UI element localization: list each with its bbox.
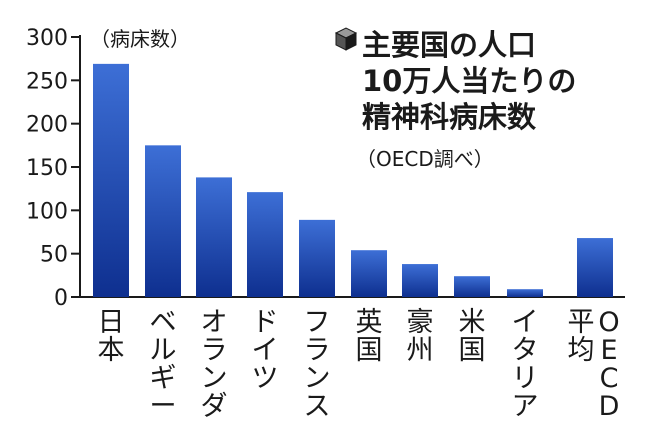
category-label-char: フ <box>304 307 331 338</box>
category-label-char: ツ <box>252 363 279 394</box>
category-label: OECD 平均 <box>568 307 620 422</box>
source-note: （OECD調べ） <box>356 147 494 171</box>
y-tick-label: 50 <box>40 243 68 268</box>
bar <box>196 177 232 297</box>
category-label-char: 国 <box>459 335 486 366</box>
y-tick-label: 200 <box>26 113 68 138</box>
category-label-char: ア <box>512 391 539 422</box>
category-label: ドイツ <box>252 307 279 394</box>
bar <box>577 238 613 297</box>
bar <box>247 192 283 297</box>
category-label-char: ン <box>304 363 331 394</box>
category-label-char: ラ <box>201 335 228 366</box>
y-tick-label: 300 <box>26 26 68 51</box>
category-label: 英国 <box>356 307 383 366</box>
category-label-char: 国 <box>356 335 383 366</box>
category-label-char: オ <box>201 307 228 338</box>
category-label-char: ラ <box>304 335 331 366</box>
category-label-char: 米 <box>459 307 486 338</box>
category-label-char: D <box>599 391 620 422</box>
y-tick-label: 250 <box>26 69 68 94</box>
bar <box>454 276 490 297</box>
category-label-char: イ <box>512 307 539 338</box>
bar <box>145 145 181 297</box>
bar <box>299 219 335 297</box>
category-label-char: E <box>600 335 617 366</box>
category-label: 米国 <box>459 307 486 366</box>
y-tick-label: 0 <box>54 286 68 311</box>
chart-title-line: 10万人当たりの <box>362 64 576 98</box>
bar <box>402 264 438 297</box>
chart-title-line: 精神科病床数 <box>362 100 537 134</box>
category-label-char: イ <box>252 335 279 366</box>
category-label-char: 日 <box>98 307 125 338</box>
category-label-char: ー <box>150 391 177 422</box>
y-tick-label: 150 <box>26 156 68 181</box>
category-label-char: ル <box>150 335 177 366</box>
category-label-char: 平 <box>568 307 595 338</box>
category-label-char: ス <box>304 391 331 422</box>
category-label-char: 均 <box>568 335 595 366</box>
category-label-char: 州 <box>407 335 434 366</box>
y-tick-label: 100 <box>26 199 68 224</box>
y-unit-label: （病床数） <box>90 27 190 51</box>
category-label-char: 本 <box>98 335 125 366</box>
category-label-char: 英 <box>356 307 383 338</box>
category-label: 日本 <box>98 307 125 366</box>
category-label: 豪州 <box>407 307 434 366</box>
bar <box>351 250 387 297</box>
category-label-char: ダ <box>201 391 228 422</box>
category-label-char: ベ <box>150 307 177 338</box>
category-label-char: O <box>598 307 619 338</box>
category-label-char: C <box>600 363 619 394</box>
category-label-char: ド <box>252 307 279 338</box>
bar <box>93 63 129 297</box>
category-label-char: ン <box>201 363 228 394</box>
chart-title-line: 主要国の人口 <box>362 28 536 62</box>
bar <box>507 289 543 297</box>
category-label-char: タ <box>512 335 539 366</box>
category-label-char: ギ <box>150 363 177 394</box>
cube-icon <box>334 27 358 51</box>
category-label-char: リ <box>512 363 539 394</box>
category-label-char: 豪 <box>407 307 434 338</box>
